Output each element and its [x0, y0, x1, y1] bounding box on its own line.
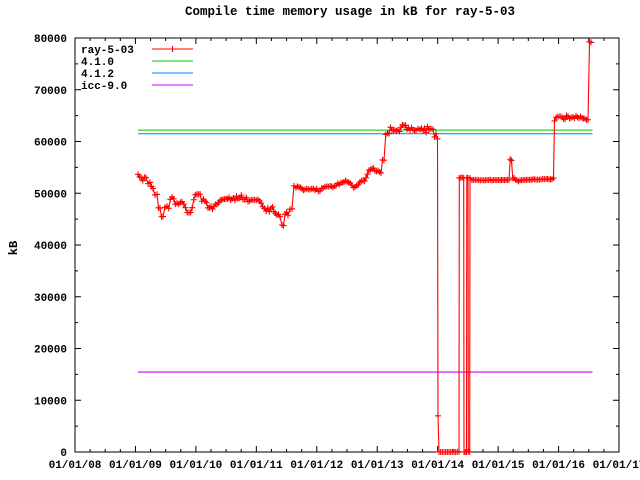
svg-text:01/01/11: 01/01/11	[230, 460, 283, 472]
svg-text:01/01/15: 01/01/15	[472, 460, 525, 472]
svg-text:ray-5-03: ray-5-03	[81, 45, 134, 57]
svg-text:kB: kB	[7, 241, 21, 255]
svg-text:01/01/10: 01/01/10	[169, 460, 222, 472]
svg-text:4.1.0: 4.1.0	[81, 57, 114, 69]
svg-text:70000: 70000	[34, 86, 67, 98]
svg-text:0: 0	[60, 448, 67, 460]
svg-text:40000: 40000	[34, 241, 67, 253]
svg-text:30000: 30000	[34, 293, 67, 305]
svg-text:icc-9.0: icc-9.0	[81, 81, 127, 93]
svg-text:01/01/12: 01/01/12	[290, 460, 343, 472]
svg-text:50000: 50000	[34, 189, 67, 201]
svg-text:01/01/08: 01/01/08	[49, 460, 102, 472]
svg-text:10000: 10000	[34, 396, 67, 408]
svg-text:01/01/09: 01/01/09	[109, 460, 162, 472]
svg-text:60000: 60000	[34, 138, 67, 150]
svg-text:20000: 20000	[34, 345, 67, 357]
svg-text:01/01/16: 01/01/16	[532, 460, 585, 472]
svg-text:Compile time memory usage in k: Compile time memory usage in kB for ray-…	[185, 5, 515, 19]
svg-text:4.1.2: 4.1.2	[81, 69, 114, 81]
svg-text:01/01/14: 01/01/14	[411, 460, 464, 472]
svg-text:01/01/13: 01/01/13	[351, 460, 404, 472]
svg-text:80000: 80000	[34, 34, 67, 46]
svg-text:01/01/17: 01/01/17	[593, 460, 640, 472]
